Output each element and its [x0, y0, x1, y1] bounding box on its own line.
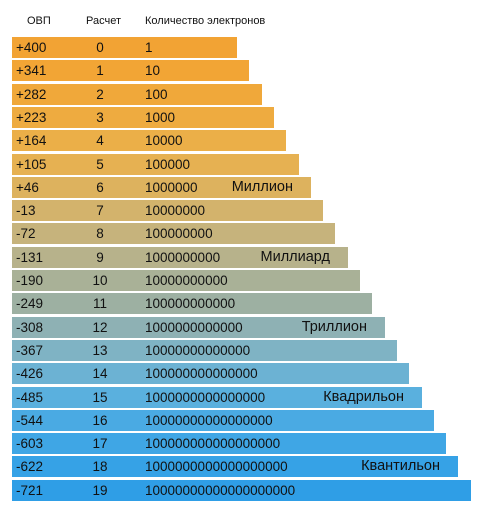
orp-value: +46 — [16, 180, 39, 195]
count-value: 7 — [96, 203, 104, 218]
bar-row: +341 1 10 — [12, 60, 249, 81]
magnitude-label: Квадрильон — [323, 389, 404, 405]
electrons-value: 10000 — [145, 133, 183, 148]
count-value: 2 — [96, 87, 104, 102]
orp-value: +341 — [16, 63, 47, 78]
electrons-value: 10000000 — [145, 203, 206, 218]
electrons-value: 1000000000000 — [145, 320, 243, 335]
bar-row: -131 9 1000000000 Миллиард — [12, 247, 348, 268]
orp-value: -13 — [16, 203, 36, 218]
count-value: 8 — [96, 226, 104, 241]
count-value: 6 — [96, 180, 104, 195]
count-value: 9 — [96, 250, 104, 265]
orp-value: +164 — [16, 133, 47, 148]
count-value: 12 — [92, 320, 108, 335]
orp-value: -367 — [16, 343, 44, 358]
electrons-value: 1000 — [145, 110, 176, 125]
electrons-value: 1 — [145, 40, 153, 55]
electrons-value: 100000000 — [145, 226, 213, 241]
count-value: 0 — [96, 40, 104, 55]
bar-row: -603 17 100000000000000000 — [12, 433, 446, 454]
count-value: 18 — [92, 459, 108, 474]
count-value: 4 — [96, 133, 104, 148]
bar-row: +282 2 100 — [12, 84, 262, 105]
electrons-value: 1000000000000000000 — [145, 459, 288, 474]
bar-row: -544 16 10000000000000000 — [12, 410, 434, 431]
bar-row: +223 3 1000 — [12, 107, 274, 128]
electrons-value: 1000000 — [145, 180, 198, 195]
orp-value: -622 — [16, 459, 44, 474]
header-electrons: Количество электронов — [145, 15, 266, 27]
electrons-value: 10000000000 — [145, 273, 228, 288]
electrons-value: 10000000000000 — [145, 343, 251, 358]
electrons-value: 100000 — [145, 157, 191, 172]
electrons-value: 10000000000000000 — [145, 413, 273, 428]
electrons-value: 1000000000 — [145, 250, 221, 265]
orp-value: -72 — [16, 226, 36, 241]
count-value: 3 — [96, 110, 104, 125]
electrons-value: 100000000000 — [145, 296, 236, 311]
orp-value: -249 — [16, 296, 44, 311]
count-value: 11 — [92, 296, 107, 311]
header-orp: ОВП — [27, 15, 51, 27]
bar-row: -485 15 1000000000000000 Квадрильон — [12, 387, 422, 408]
bar-row: -367 13 10000000000000 — [12, 340, 397, 361]
count-value: 15 — [92, 390, 108, 405]
orp-value: -426 — [16, 366, 44, 381]
orp-value: +400 — [16, 40, 47, 55]
header-count: Расчет — [86, 15, 121, 27]
bar-row: +105 5 100000 — [12, 154, 299, 175]
count-value: 17 — [92, 436, 108, 451]
orp-value: -190 — [16, 273, 44, 288]
electrons-value: 10000000000000000000 — [145, 483, 296, 498]
orp-value: -131 — [16, 250, 44, 265]
count-value: 5 — [96, 157, 104, 172]
orp-value: +223 — [16, 110, 47, 125]
orp-value: +282 — [16, 87, 47, 102]
bar-row: +164 4 10000 — [12, 130, 286, 151]
count-value: 14 — [92, 366, 108, 381]
bar-row: -721 19 10000000000000000000 — [12, 480, 471, 501]
count-value: 16 — [92, 413, 108, 428]
electrons-value: 100000000000000 — [145, 366, 258, 381]
count-value: 1 — [96, 63, 104, 78]
bar-row: -13 7 10000000 — [12, 200, 323, 221]
bar-row: -622 18 1000000000000000000 Квантильон — [12, 456, 458, 477]
magnitude-label: Миллион — [231, 179, 293, 195]
count-value: 10 — [92, 273, 108, 288]
bar-row: -249 11 100000000000 — [12, 293, 372, 314]
magnitude-label: Квантильон — [361, 458, 440, 474]
orp-value: -721 — [16, 483, 44, 498]
electrons-value: 100 — [145, 87, 168, 102]
electrons-value: 1000000000000000 — [145, 390, 266, 405]
electrons-value: 10 — [145, 63, 161, 78]
count-value: 19 — [92, 483, 108, 498]
orp-value: -308 — [16, 320, 44, 335]
bar-row: -72 8 100000000 — [12, 223, 335, 244]
count-value: 13 — [92, 343, 108, 358]
bar-row: -190 10 10000000000 — [12, 270, 360, 291]
bar-row: +400 0 1 — [12, 37, 237, 58]
orp-value: -544 — [16, 413, 44, 428]
bar-row: -426 14 100000000000000 — [12, 363, 409, 384]
magnitude-label: Триллион — [301, 319, 367, 335]
bar-row: -308 12 1000000000000 Триллион — [12, 317, 385, 338]
magnitude-label: Миллиард — [260, 249, 330, 265]
electrons-value: 100000000000000000 — [145, 436, 281, 451]
orp-value: -485 — [16, 390, 44, 405]
orp-value: -603 — [16, 436, 44, 451]
bar-row: +46 6 1000000 Миллион — [12, 177, 311, 198]
orp-value: +105 — [16, 157, 47, 172]
